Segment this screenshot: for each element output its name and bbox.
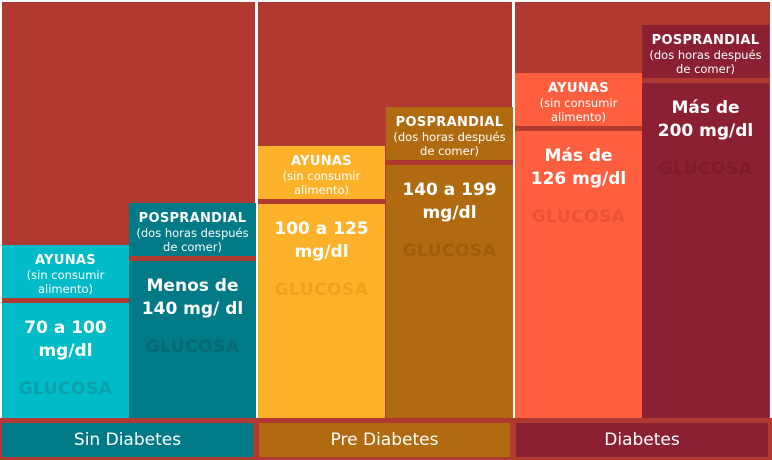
glucose-column: AYUNAS (sin consumir alimento) Más de 126… [515,73,642,418]
column-subtitle: (sin consumir alimento) [539,96,618,124]
column-subtitle: (dos horas después de comer) [136,226,249,254]
column-header: POSPRANDIAL (dos horas después de comer) [386,107,513,160]
value-line-2: mg/dl [422,203,477,223]
column-title: AYUNAS [291,154,352,169]
glucose-column: POSPRANDIAL (dos horas después de comer)… [386,107,513,418]
value-line-1: 140 a 199 [402,180,497,200]
value-line-1: 100 a 125 [274,219,369,239]
column-title: POSPRANDIAL [395,115,504,130]
column-value-area: Menos de 140 mg/ dl GLUCOSA [129,261,256,418]
column-subtitle: (dos horas después de comer) [393,130,506,158]
column-value-area: Más de 126 mg/dl GLUCOSA [515,131,642,418]
glucose-column: POSPRANDIAL (dos horas después de comer)… [129,203,256,418]
column-title: POSPRANDIAL [138,211,247,226]
column-subtitle: (dos horas después de comer) [649,48,762,76]
separator-line [642,78,769,83]
column-header: AYUNAS (sin consumir alimento) [515,73,642,126]
category-sin-diabetes: Sin Diabetes [2,423,253,457]
column-header: AYUNAS (sin consumir alimento) [2,245,129,298]
glucose-column: POSPRANDIAL (dos horas después de comer)… [642,25,769,418]
glucosa-watermark: GLUCOSA [274,280,369,300]
divider [512,0,515,418]
value-line-2: 126 mg/dl [530,169,627,189]
value-line-1: Menos de [146,276,239,296]
column-subtitle: (sin consumir alimento) [282,169,361,197]
glucose-column: AYUNAS (sin consumir alimento) 70 a 100 m… [2,245,129,418]
divider [255,0,258,418]
column-value-area: Más de 200 mg/dl GLUCOSA [642,83,769,418]
column-title: AYUNAS [35,253,96,268]
value-line-2: 140 mg/ dl [141,299,244,319]
glucosa-watermark: GLUCOSA [658,159,753,179]
separator-line [515,126,642,131]
value-line-1: 70 a 100 [24,318,107,338]
column-title: AYUNAS [548,81,609,96]
column-value-area: 70 a 100 mg/dl GLUCOSA [2,303,129,418]
glucose-column: AYUNAS (sin consumir alimento) 100 a 125… [258,146,385,418]
column-header: POSPRANDIAL (dos horas después de comer) [642,25,769,78]
column-value-area: 100 a 125 mg/dl GLUCOSA [258,204,385,418]
value-line-2: 200 mg/dl [657,121,754,141]
chart-frame [0,0,772,418]
value-line-1: Más de [544,146,613,166]
column-header: POSPRANDIAL (dos horas después de comer) [129,203,256,256]
glucosa-watermark: GLUCOSA [402,241,497,261]
separator-line [258,199,385,204]
value-line-2: mg/dl [38,341,93,361]
column-subtitle: (sin consumir alimento) [26,268,105,296]
category-pre-diabetes: Pre Diabetes [259,423,510,457]
category-diabetes: Diabetes [516,423,768,457]
separator-line [2,298,129,303]
column-title: POSPRANDIAL [651,33,760,48]
separator-line [129,256,256,261]
glucosa-watermark: GLUCOSA [18,379,113,399]
glucosa-watermark: GLUCOSA [531,207,626,227]
value-line-1: Más de [671,98,740,118]
value-line-2: mg/dl [294,242,349,262]
column-header: AYUNAS (sin consumir alimento) [258,146,385,199]
column-value-area: 140 a 199 mg/dl GLUCOSA [386,165,513,418]
separator-line [386,160,513,165]
glucosa-watermark: GLUCOSA [145,337,240,357]
